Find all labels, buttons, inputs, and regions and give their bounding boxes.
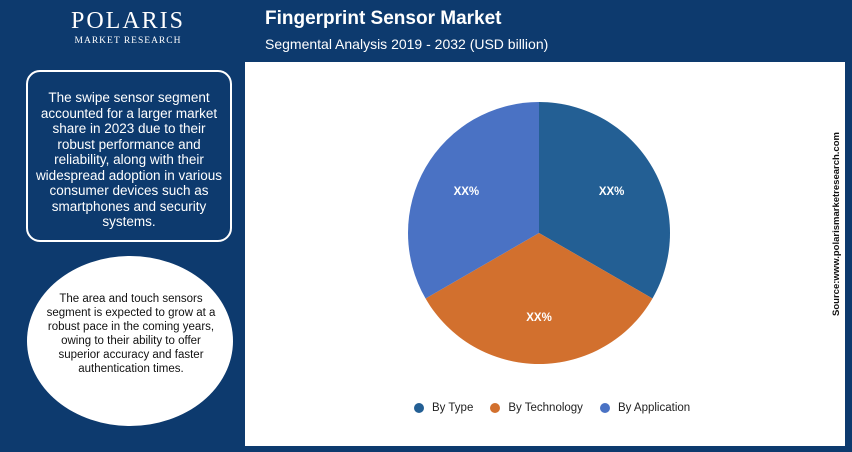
legend-label: By Technology [508,402,583,414]
polaris-logo: POLARIS MARKET RESEARCH [58,7,198,53]
pie-label-by-technology: XX% [526,312,552,324]
logo-name: POLARIS [70,8,186,34]
legend-item-by-technology: By Technology [490,402,583,414]
pie-slice-by-application [408,102,539,299]
legend-swatch [490,403,501,413]
legend-item-by-application: By Application [599,402,691,414]
pie-slice-by-type [539,102,671,299]
logo-subtitle: MARKET RESEARCH [74,36,182,46]
legend-item-by-type: By Type [414,402,473,414]
insight-circle-text: The area and touch sensors segment is ex… [46,293,216,375]
source-note: Source:www.polarismarketresearch.com [831,132,842,316]
legend-label: By Application [617,402,691,414]
pie-label-by-application: XX% [454,186,480,198]
pie-label-by-type: XX% [599,186,625,198]
legend-swatch [599,403,610,413]
source-text: Source:www.polarismarketresearch.com [831,132,842,316]
insight-box-text: The swipe sensor segment accounted for a… [35,90,223,229]
insight-circle [27,256,233,426]
legend-swatch [414,403,424,413]
legend-label: By Type [432,402,474,414]
chart-title: Fingerprint Sensor Market [265,8,502,29]
chart-legend: By Type By Technology By Application [414,400,707,416]
chart-subtitle: Segmental Analysis 2019 - 2032 (USD bill… [265,36,549,52]
pie-slice-by-technology [425,233,653,365]
insight-box: The swipe sensor segment accounted for a… [26,70,232,242]
